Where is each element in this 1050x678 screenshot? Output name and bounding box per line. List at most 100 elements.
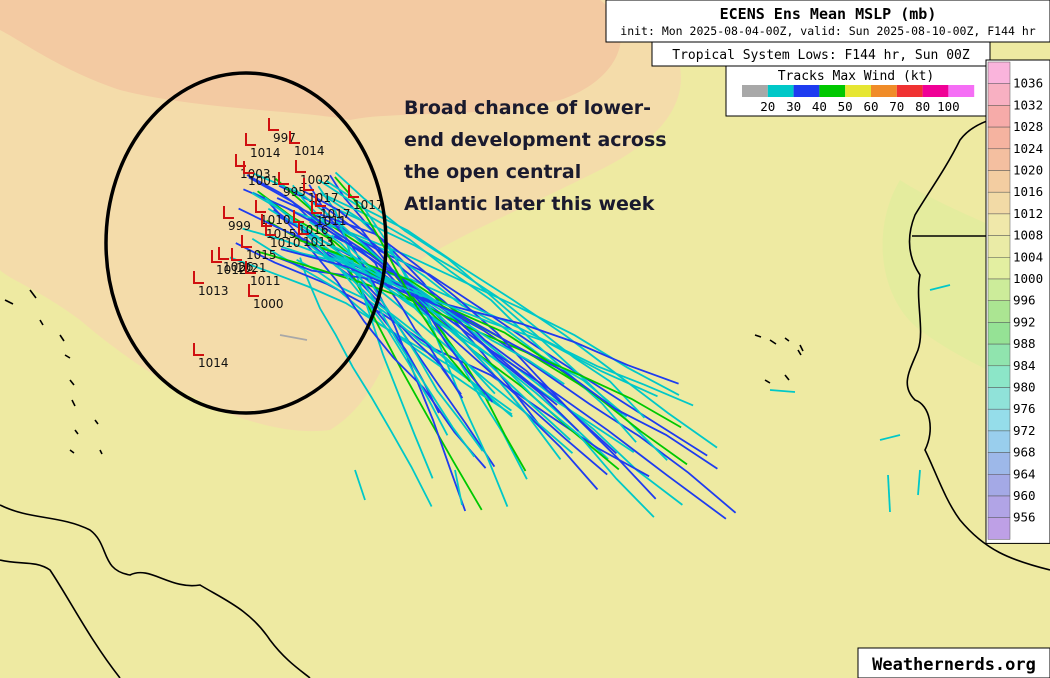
colorbar-label: 1000: [1013, 271, 1043, 286]
low-marker: [265, 223, 276, 236]
colorbar-label: 1004: [1013, 249, 1043, 264]
pressure-colorbar: 1036 1032 1028 1024 1020 1016 1012 1008 1004 1000…: [985, 59, 1050, 544]
low-pressure-label: 1014: [250, 146, 281, 160]
low-marker: [231, 248, 242, 261]
colorbar-cell: [987, 126, 1011, 150]
colorbar-label: 1020: [1013, 163, 1043, 178]
colorbar-cell: [987, 61, 1011, 84]
wind-legend-title: Tracks Max Wind (kt): [778, 69, 935, 84]
low-marker: [243, 161, 254, 174]
colorbar-cell: [987, 408, 1011, 432]
track: [298, 239, 688, 466]
track: [257, 250, 682, 429]
low-pressure-label: 1011: [250, 274, 281, 288]
colorbar-label: 1032: [1013, 97, 1043, 112]
wind-color: [767, 85, 794, 97]
low-marker: [193, 271, 204, 284]
wind-scale: 20 30 40 50 60 70 80 100: [742, 85, 975, 114]
track: [308, 184, 467, 512]
low-marker: [278, 172, 289, 185]
wind-color: [948, 85, 975, 97]
low-pressure-label: 1003: [240, 167, 271, 181]
track: [238, 207, 462, 395]
colorbar-cell: [987, 257, 1011, 280]
track: [268, 202, 487, 469]
colorbar-cell: [987, 105, 1011, 128]
highlight-ellipse: [104, 71, 388, 415]
low-marker: [235, 154, 246, 167]
track: [334, 176, 471, 383]
wind-color: [793, 85, 820, 97]
wind-color: [845, 85, 871, 97]
low-marker: [255, 200, 266, 213]
lows-label: Tropical System Lows: F144 hr, Sun 00Z: [672, 48, 970, 63]
track-fragment: [917, 469, 921, 496]
low-pressure-label: 995: [283, 185, 306, 199]
wind-label: 30: [786, 99, 801, 114]
low-pressure-label: 1017: [353, 198, 384, 212]
colorbar-cell: [987, 170, 1011, 193]
track: [327, 222, 527, 472]
track: [264, 196, 449, 436]
low-marker: [193, 343, 204, 356]
low-pressure-label: 1001: [248, 174, 279, 188]
low-marker: [241, 235, 252, 248]
wind-label: 60: [863, 99, 878, 114]
track: [299, 257, 433, 507]
coast-south-america: [0, 504, 311, 678]
pressure-1024: [0, 0, 621, 120]
low-marker: [223, 206, 234, 219]
colorbar-cell: [987, 343, 1011, 367]
track: [319, 213, 657, 500]
colorbar-label: 1016: [1013, 184, 1043, 199]
wind-color: [922, 85, 949, 97]
low-marker: [348, 185, 359, 198]
colorbar-cell: [987, 387, 1011, 410]
track: [324, 246, 476, 458]
colorbar-label: 976: [1013, 401, 1036, 416]
track: [243, 188, 558, 406]
lows-box: [651, 41, 991, 67]
track: [334, 171, 668, 461]
low-pressure-label: 1000: [253, 297, 284, 311]
title-box: [605, 0, 1050, 43]
track-fragment: [354, 469, 366, 501]
colorbar-cell: [987, 430, 1011, 453]
track-fragment: [887, 474, 891, 513]
islands-cabo-verde: [754, 334, 804, 384]
annotation-line: the open central: [404, 161, 581, 183]
colorbar-label: 980: [1013, 380, 1036, 395]
low-marker: [298, 222, 309, 235]
colorbar-label: 996: [1013, 293, 1036, 308]
low-marker: [245, 261, 256, 274]
low-pressure-label: 1015: [266, 227, 297, 241]
low-pressure-label: 1014: [294, 144, 325, 158]
colorbar-label: 1036: [1013, 76, 1043, 91]
colorbar-label: 988: [1013, 336, 1036, 351]
wind-color: [896, 85, 923, 97]
low-pressure-label: 1012: [216, 263, 247, 277]
low-marker: [248, 284, 259, 297]
colorbar-label: 1028: [1013, 119, 1043, 134]
low-pressure-label: 1011: [316, 214, 347, 228]
init-line: init: Mon 2025-08-04-00Z, valid: Sun 202…: [620, 24, 1035, 38]
islands-caribbean: [4, 289, 103, 455]
wind-label: 100: [937, 99, 960, 114]
colorbar-label: 1008: [1013, 228, 1043, 243]
low-pressure-label: 1013: [198, 284, 229, 298]
low-pressure-label: 1013: [303, 235, 334, 249]
annotation-line: Broad chance of lower-: [404, 97, 651, 119]
low-marker: [315, 194, 326, 207]
low-pressure-label: 1002: [300, 173, 331, 187]
colorbar-cell: [987, 148, 1011, 171]
low-marker: [245, 133, 256, 146]
track: [318, 179, 718, 449]
colorbar-cell: [987, 474, 1011, 497]
colorbar-label: 972: [1013, 423, 1036, 438]
annotation-line: Atlantic later this week: [404, 193, 655, 215]
title: ECENS Ens Mean MSLP (mb): [720, 5, 937, 23]
wind-label: 20: [760, 99, 775, 114]
colorbar-label: 992: [1013, 314, 1036, 329]
annotation: Broad chance of lower- end development a…: [404, 97, 667, 215]
